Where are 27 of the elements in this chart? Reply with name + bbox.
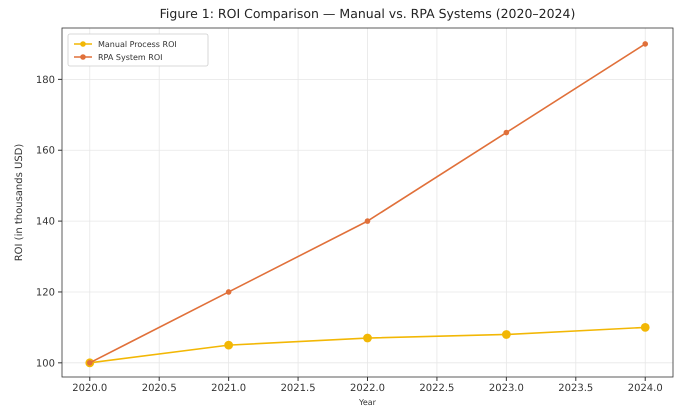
point (226, 289, 232, 295)
chart-title: Figure 1: ROI Comparison — Manual vs. RPA Systems (2020–2024) (160, 6, 576, 21)
point (363, 334, 372, 342)
point (224, 340, 234, 350)
x-tick-label: 2023.0 (488, 383, 524, 394)
point (364, 218, 370, 224)
x-tick-label: 2024.0 (628, 383, 663, 394)
y-axis-title: ROI (in thousands USD) (14, 144, 25, 262)
legend-label: Manual Process ROI (98, 40, 177, 49)
x-tick-label: 2020.0 (72, 383, 108, 394)
x-tick-label: 2023.5 (558, 383, 594, 394)
x-axis-title: Year (358, 398, 377, 407)
point (642, 41, 648, 47)
x-tick-label: 2022.0 (350, 383, 385, 394)
x-tick-label: 2021.5 (280, 383, 316, 394)
y-tick-label: 100 (36, 358, 55, 370)
y-tick-label: 120 (36, 287, 55, 298)
y-tick-label: 160 (36, 146, 55, 157)
legend-label: RPA System ROI (98, 53, 162, 62)
x-tick-label: 2020.5 (142, 383, 177, 394)
point (502, 330, 511, 339)
x-tick-label: 2021.0 (211, 383, 246, 394)
point (504, 130, 510, 136)
point (640, 322, 650, 332)
y-tick-label: 180 (36, 74, 55, 86)
y-tick-label: 140 (36, 216, 55, 228)
x-tick-label: 2022.5 (419, 383, 454, 394)
